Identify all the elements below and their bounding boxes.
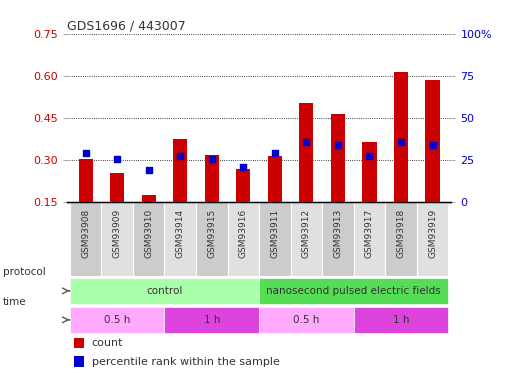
Point: [176, 153, 184, 159]
Bar: [173, 139, 187, 202]
Point: [271, 150, 279, 156]
Bar: [425, 80, 440, 203]
Text: GSM93910: GSM93910: [144, 209, 153, 258]
Bar: [142, 195, 156, 202]
Bar: [322, 202, 353, 276]
Text: GSM93909: GSM93909: [113, 209, 122, 258]
Bar: [259, 202, 290, 276]
Text: 0.5 h: 0.5 h: [104, 315, 130, 325]
Bar: [110, 173, 124, 202]
Bar: [259, 307, 353, 333]
Bar: [417, 202, 448, 276]
Point: [302, 139, 310, 145]
Bar: [236, 169, 250, 202]
Text: time: time: [3, 297, 26, 307]
Text: GSM93912: GSM93912: [302, 209, 311, 258]
Text: count: count: [92, 338, 123, 348]
Text: GDS1696 / 443007: GDS1696 / 443007: [67, 20, 185, 33]
Bar: [362, 142, 377, 202]
Point: [239, 164, 247, 170]
Text: protocol: protocol: [3, 267, 45, 277]
Bar: [74, 357, 84, 367]
Text: GSM93918: GSM93918: [397, 209, 405, 258]
Bar: [78, 159, 93, 203]
Text: GSM93914: GSM93914: [176, 209, 185, 258]
Bar: [165, 307, 259, 333]
Bar: [259, 278, 448, 304]
Bar: [133, 202, 165, 276]
Text: GSM93919: GSM93919: [428, 209, 437, 258]
Text: control: control: [146, 286, 183, 296]
Bar: [228, 202, 259, 276]
Bar: [102, 202, 133, 276]
Text: nanosecond pulsed electric fields: nanosecond pulsed electric fields: [266, 286, 441, 296]
Point: [82, 150, 90, 156]
Text: GSM93915: GSM93915: [207, 209, 216, 258]
Bar: [290, 202, 322, 276]
Point: [428, 142, 437, 148]
Bar: [385, 202, 417, 276]
Text: 1 h: 1 h: [393, 315, 409, 325]
Bar: [70, 202, 102, 276]
Bar: [353, 307, 448, 333]
Point: [145, 167, 153, 173]
Bar: [196, 202, 228, 276]
Bar: [70, 278, 259, 304]
Point: [365, 153, 373, 159]
Text: GSM93908: GSM93908: [81, 209, 90, 258]
Point: [113, 156, 121, 162]
Text: 0.5 h: 0.5 h: [293, 315, 320, 325]
Bar: [299, 103, 313, 202]
Bar: [205, 154, 219, 203]
Bar: [394, 72, 408, 202]
Point: [208, 156, 216, 162]
Text: percentile rank within the sample: percentile rank within the sample: [92, 357, 280, 367]
Text: GSM93917: GSM93917: [365, 209, 374, 258]
Bar: [70, 307, 165, 333]
Text: GSM93913: GSM93913: [333, 209, 342, 258]
Bar: [74, 338, 84, 348]
Point: [334, 142, 342, 148]
Text: GSM93916: GSM93916: [239, 209, 248, 258]
Bar: [165, 202, 196, 276]
Bar: [268, 156, 282, 203]
Text: 1 h: 1 h: [204, 315, 220, 325]
Bar: [353, 202, 385, 276]
Point: [397, 139, 405, 145]
Text: GSM93911: GSM93911: [270, 209, 280, 258]
Bar: [331, 114, 345, 202]
